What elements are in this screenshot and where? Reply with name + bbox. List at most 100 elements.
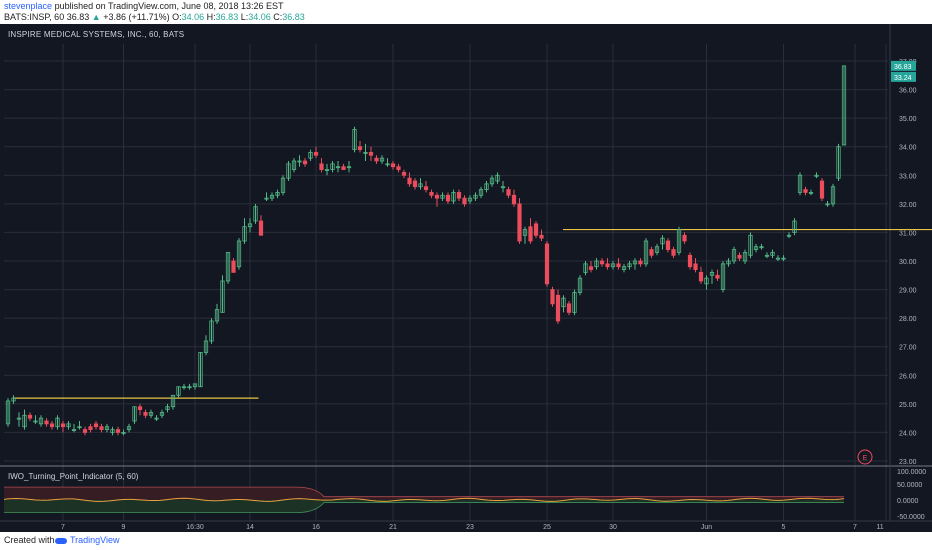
candle bbox=[55, 417, 60, 428]
candle bbox=[49, 423, 55, 428]
candle bbox=[555, 294, 561, 322]
close-label: C: bbox=[273, 12, 283, 22]
y-tick-label: 36.00 bbox=[899, 88, 917, 95]
tradingview-logo[interactable]: TradingView bbox=[55, 535, 120, 545]
candle bbox=[258, 220, 264, 236]
last-price-tag bbox=[891, 71, 916, 82]
candle bbox=[770, 252, 775, 256]
candle bbox=[467, 197, 473, 202]
candle bbox=[599, 260, 605, 265]
candle bbox=[528, 226, 533, 242]
candle bbox=[236, 240, 242, 268]
candle bbox=[330, 163, 335, 170]
candle bbox=[566, 303, 572, 313]
indicator-tick-label: 50.0000 bbox=[897, 482, 922, 489]
candle bbox=[500, 186, 506, 189]
candle bbox=[126, 426, 132, 430]
indicator-lower-line bbox=[4, 502, 844, 514]
candle bbox=[737, 254, 742, 259]
publish-header: stevenplace published on TradingView.com… bbox=[0, 0, 932, 24]
y-tick-label: 33.00 bbox=[899, 173, 917, 180]
candle bbox=[71, 429, 77, 431]
candle bbox=[390, 163, 396, 168]
candle bbox=[792, 220, 797, 233]
candle bbox=[594, 260, 599, 268]
x-tick-label: 25 bbox=[543, 524, 551, 531]
candle bbox=[302, 160, 308, 165]
x-tick-label: 21 bbox=[389, 524, 397, 531]
candle bbox=[357, 146, 363, 150]
candle bbox=[88, 426, 93, 430]
candle bbox=[495, 174, 500, 182]
candle bbox=[220, 280, 225, 313]
candle bbox=[115, 429, 121, 433]
candle bbox=[825, 203, 830, 206]
candle bbox=[5, 400, 11, 425]
price-chart[interactable]: E37.0036.0035.0034.0033.0032.0031.0030.0… bbox=[0, 24, 932, 532]
candle bbox=[346, 166, 352, 169]
indicator-lower-band bbox=[4, 499, 844, 513]
candle bbox=[764, 254, 770, 257]
candle bbox=[484, 183, 489, 190]
earnings-marker-label: E bbox=[863, 455, 868, 462]
candle bbox=[412, 180, 418, 188]
change-value: +3.86 (+11.71%) bbox=[103, 12, 170, 22]
candle bbox=[511, 194, 517, 205]
candle bbox=[836, 146, 841, 179]
candle bbox=[99, 426, 104, 430]
candle bbox=[291, 160, 297, 170]
candle bbox=[693, 263, 698, 270]
indicator-line bbox=[3, 497, 845, 502]
candle bbox=[165, 406, 170, 410]
candle bbox=[440, 194, 445, 199]
candle bbox=[517, 203, 522, 242]
candle bbox=[704, 277, 709, 285]
candle bbox=[110, 429, 115, 433]
candle bbox=[654, 246, 660, 253]
candle bbox=[803, 189, 808, 193]
candle bbox=[401, 172, 407, 176]
candle bbox=[709, 272, 715, 276]
chart-area[interactable]: E37.0036.0035.0034.0033.0032.0031.0030.0… bbox=[0, 24, 932, 532]
x-tick-label: Jun bbox=[701, 524, 712, 531]
author-link[interactable]: stevenplace bbox=[4, 1, 53, 11]
x-tick-label: 9 bbox=[122, 524, 126, 531]
y-tick-label: 30.00 bbox=[899, 259, 917, 266]
x-tick-label: 7 bbox=[853, 524, 857, 531]
candle bbox=[22, 414, 27, 428]
last-price: 36.83 bbox=[66, 12, 90, 22]
candle bbox=[396, 166, 401, 170]
candle bbox=[280, 177, 286, 193]
high-label: H: bbox=[206, 12, 216, 22]
indicator-upper-line bbox=[4, 486, 844, 498]
candle bbox=[192, 383, 198, 388]
candle bbox=[297, 160, 302, 163]
candle bbox=[231, 260, 236, 273]
open-label: O: bbox=[172, 12, 182, 22]
candle bbox=[368, 152, 374, 156]
y-tick-label: 24.00 bbox=[899, 430, 917, 437]
candle bbox=[418, 183, 423, 188]
candle bbox=[286, 163, 291, 179]
candle bbox=[27, 414, 33, 419]
last-price-tag bbox=[891, 60, 916, 71]
candle bbox=[841, 65, 847, 146]
y-tick-label: 31.00 bbox=[899, 230, 917, 237]
candle bbox=[797, 174, 803, 193]
candle bbox=[33, 420, 38, 423]
candle bbox=[198, 352, 203, 388]
candle bbox=[742, 252, 748, 262]
low-label: L: bbox=[240, 12, 249, 22]
candle bbox=[627, 263, 632, 268]
candle bbox=[324, 169, 330, 171]
published-text: published on TradingView.com, June 08, 2… bbox=[54, 1, 284, 11]
y-tick-label: 29.00 bbox=[899, 288, 917, 295]
candle bbox=[814, 174, 819, 177]
candle bbox=[610, 263, 616, 268]
candle bbox=[561, 297, 566, 308]
candle bbox=[572, 292, 577, 313]
candle bbox=[60, 423, 66, 428]
candle bbox=[786, 234, 792, 237]
candle bbox=[753, 246, 759, 250]
candle bbox=[132, 406, 137, 422]
